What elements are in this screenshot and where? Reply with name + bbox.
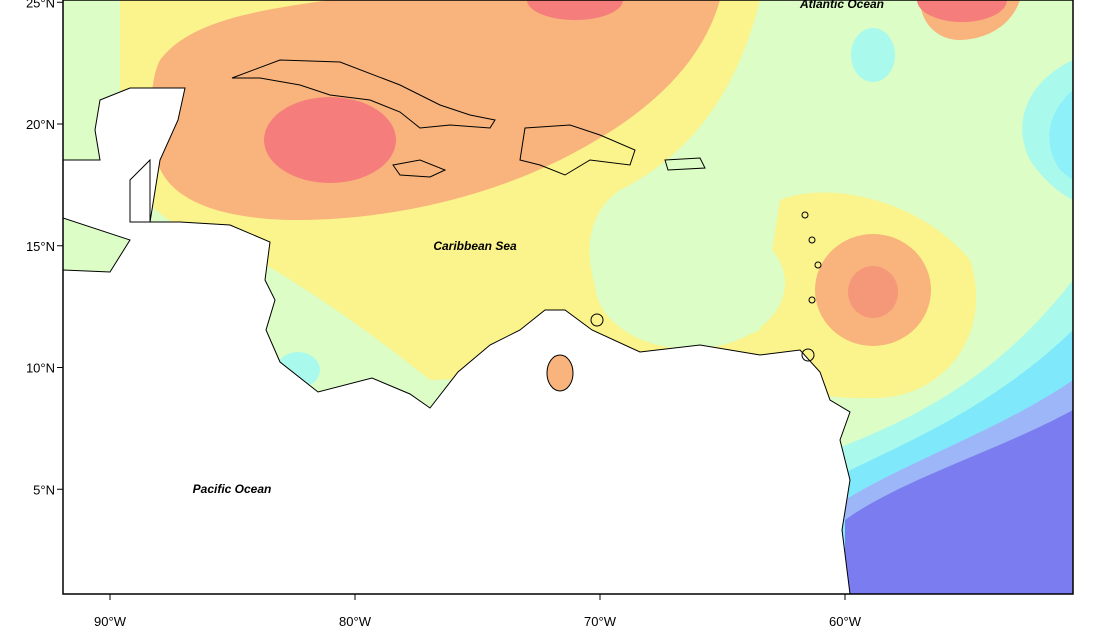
lat-tick-label: 15°N <box>26 239 55 254</box>
map-frame <box>62 0 1074 595</box>
lon-tick-label: 90°W <box>94 614 127 629</box>
lat-tick-label: 10°N <box>26 361 55 376</box>
lat-tick-label: 25°N <box>26 0 55 10</box>
ocean-label: Caribbean Sea <box>433 239 517 253</box>
lat-tick-label: 20°N <box>26 117 55 132</box>
lat-tick-label: 5°N <box>33 482 55 497</box>
ocean-label: Pacific Ocean <box>193 482 272 496</box>
lon-tick-label: 60°W <box>829 614 862 629</box>
lon-tick-label: 80°W <box>339 614 372 629</box>
ocean-label: Atlantic Ocean <box>799 0 884 11</box>
lon-tick-label: 70°W <box>584 614 617 629</box>
map-field <box>63 0 1073 594</box>
